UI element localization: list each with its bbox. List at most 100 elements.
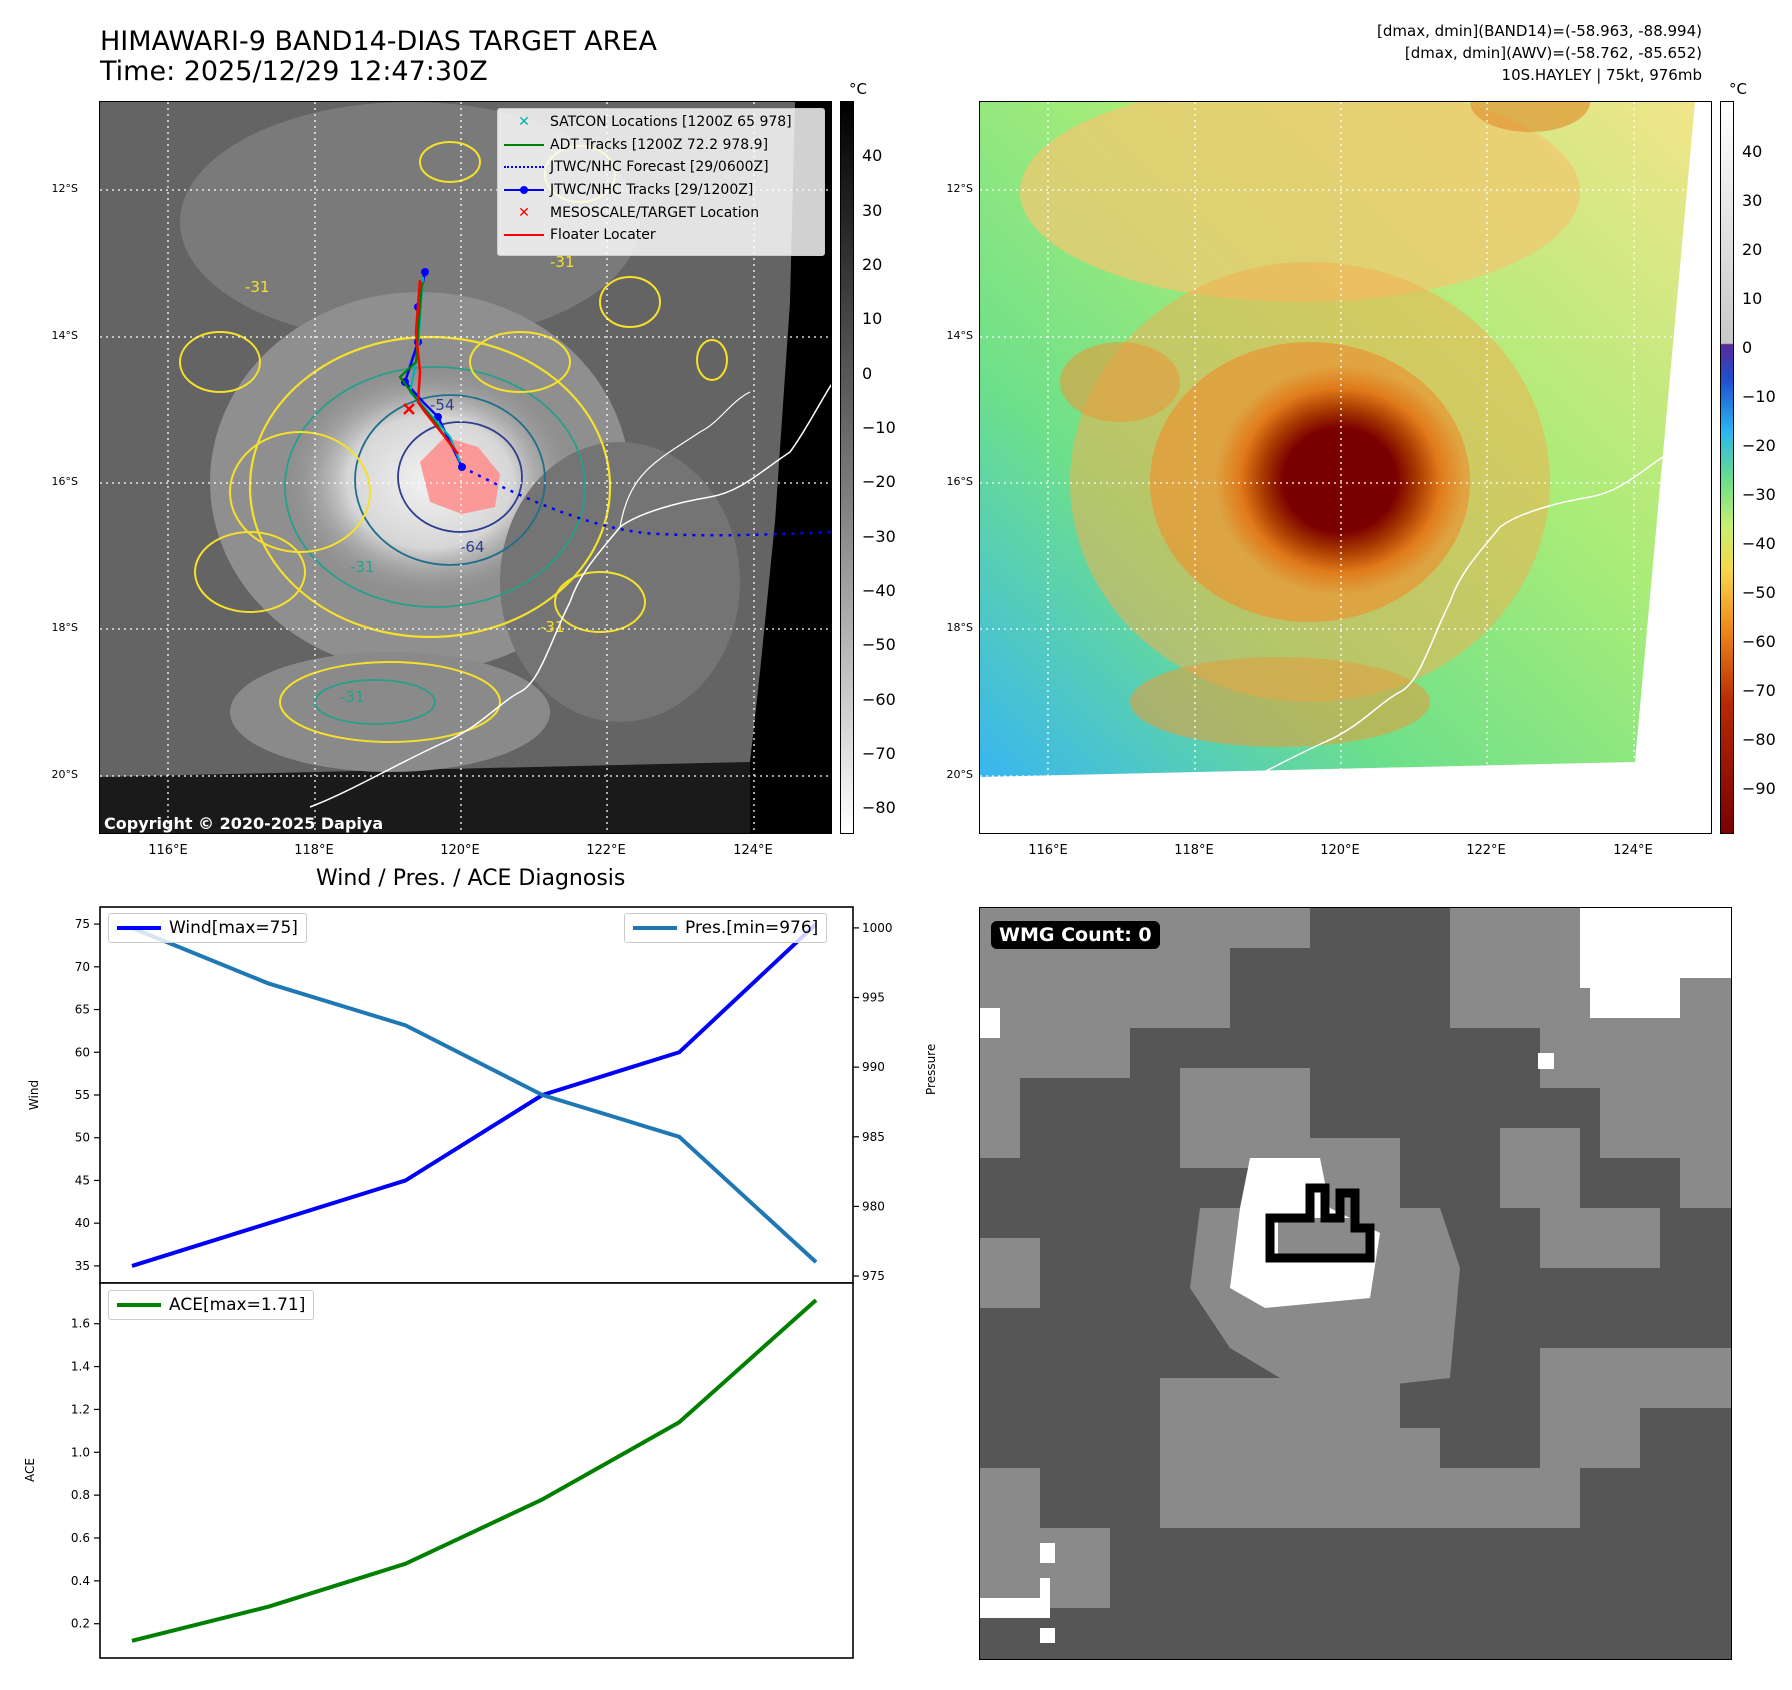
legend-item-floater: Floater Locater (504, 224, 818, 247)
wind-tick-label: 75 (75, 917, 90, 931)
ace-axis-label: ACE (23, 1458, 37, 1482)
color-ir-map-canvas (980, 102, 1711, 833)
contour-label: -31 (350, 558, 375, 576)
colorbar-tick: 0 (862, 364, 873, 383)
lon-label: 118°E (1174, 843, 1214, 858)
info-storm-summary: 10S.HAYLEY | 75kt, 976mb (1501, 66, 1702, 84)
legend-item-forecast: JTWC/NHC Forecast [29/0600Z] (504, 156, 818, 179)
pressure-axis-label-text: Pressure (924, 1043, 938, 1095)
colorbar-unit: °C (849, 80, 867, 98)
ace-tick-label: 0.6 (71, 1531, 90, 1545)
lat-label: 20°S (946, 768, 973, 781)
contour-label: -31 (245, 278, 270, 296)
pressure-series-line (131, 926, 818, 1264)
legend-item-jtwc: JTWC/NHC Tracks [29/1200Z] (504, 179, 818, 202)
colorbar-tick: −60 (862, 690, 896, 709)
map-legend: ✕ SATCON Locations [1200Z 65 978] ADT Tr… (497, 108, 825, 256)
colorbar-unit: °C (1729, 80, 1747, 98)
legend-item-adt: ADT Tracks [1200Z 72.2 978.9] (504, 134, 818, 157)
pressure-tick-label: 990 (862, 1060, 885, 1074)
lon-label: 116°E (148, 843, 188, 858)
legend-dotted-line-icon (504, 160, 544, 174)
colorbar-tick: −30 (862, 527, 896, 546)
colorbar-tick: 40 (862, 146, 883, 165)
wind-axis-label: Wind (27, 1080, 41, 1110)
contour-label: -54 (430, 396, 455, 414)
diagnosis-charts: 35 40 45 50 55 60 65 70 75 975 980 985 990 995 1000 0… (23, 906, 893, 1659)
pressure-tick-label: 1000 (862, 921, 893, 935)
legend-x-icon: ✕ (518, 114, 530, 131)
lon-label: 120°E (440, 843, 480, 858)
lon-label: 122°E (586, 843, 626, 858)
legend-line-dot-icon (504, 183, 544, 197)
ir-map-panel: -54 -64 -31 -31 -31 -31 -31 (99, 101, 832, 834)
contour-label: -31 (340, 688, 365, 706)
pressure-legend: Pres.[min=976] (624, 913, 828, 943)
ace-tick-label: 0.8 (71, 1488, 90, 1502)
colorbar-tick: −20 (1742, 436, 1776, 455)
colorbar-tick: 10 (1742, 289, 1763, 308)
legend-label: MESOSCALE/TARGET Location (550, 204, 760, 221)
legend-line-icon (117, 926, 161, 930)
colorbar-tick: −80 (862, 798, 896, 817)
lon-label: 122°E (1466, 843, 1506, 858)
map-gridlines (980, 102, 1711, 833)
figure-time: Time: 2025/12/29 12:47:30Z (100, 56, 488, 87)
ace-tick-label: 0.4 (71, 1574, 90, 1588)
ace-tick-label: 1.4 (71, 1360, 90, 1374)
wmg-count-badge: WMG Count: 0 (991, 921, 1160, 949)
colorbar-tick: −70 (862, 744, 896, 763)
target-location-marker (403, 403, 415, 415)
legend-line-icon (117, 1303, 161, 1307)
pressure-tick-label: 985 (862, 1130, 885, 1144)
wind-legend: Wind[max=75] (108, 913, 307, 943)
copyright-text: Copyright © 2020-2025 Dapiya (104, 814, 383, 833)
pressure-tick-label: 980 (862, 1199, 885, 1213)
lon-label: 116°E (1028, 843, 1068, 858)
lat-label: 12°S (946, 182, 973, 195)
wind-tick-label: 60 (75, 1045, 90, 1059)
contour-label: -31 (540, 618, 565, 636)
adt-track (398, 281, 453, 448)
legend-item-satcon: ✕ SATCON Locations [1200Z 65 978] (504, 111, 818, 134)
color-ir-map-panel (979, 101, 1712, 834)
colorbar-tick: 30 (1742, 191, 1763, 210)
diagnosis-title: Wind / Pres. / ACE Diagnosis (316, 866, 626, 891)
colorbar-gray (840, 101, 854, 834)
lon-label: 124°E (1613, 843, 1653, 858)
wind-tick-label: 70 (75, 960, 90, 974)
colorbar-tick: −20 (862, 472, 896, 491)
colorbar-color (1720, 101, 1734, 834)
lat-label: 12°S (51, 182, 78, 195)
wind-pressure-axes (99, 906, 854, 1284)
colorbar-tick: −60 (1742, 632, 1776, 651)
colorbar-tick: −10 (862, 418, 896, 437)
colorbar-tick: 20 (1742, 240, 1763, 259)
legend-label: ACE[max=1.71] (169, 1295, 306, 1315)
colorbar-tick: −90 (1742, 779, 1776, 798)
ace-series-line (131, 1298, 818, 1643)
ace-tick-label: 0.2 (71, 1617, 90, 1631)
colorbar-tick: −50 (1742, 583, 1776, 602)
colorbar-tick: 30 (862, 201, 883, 220)
legend-x-icon: ✕ (518, 204, 530, 221)
ace-axes (99, 1282, 854, 1659)
colorbar-tick: 20 (862, 255, 883, 274)
legend-label: JTWC/NHC Forecast [29/0600Z] (550, 159, 769, 176)
legend-label: JTWC/NHC Tracks [29/1200Z] (550, 182, 754, 199)
lat-label: 18°S (51, 621, 78, 634)
figure-title: HIMAWARI-9 BAND14-DIAS TARGET AREA (100, 26, 657, 57)
wind-tick-label: 35 (75, 1259, 90, 1273)
lon-label: 118°E (294, 843, 334, 858)
legend-label: Pres.[min=976] (685, 918, 819, 938)
legend-line-icon (633, 926, 677, 930)
ace-tick-label: 1.0 (71, 1445, 90, 1459)
colorbar-tick: −40 (1742, 534, 1776, 553)
wind-tick-label: 50 (75, 1131, 90, 1145)
wmg-panel: WMG Count: 0 (979, 907, 1732, 1660)
ace-tick-label: 1.2 (71, 1402, 90, 1416)
lat-label: 20°S (51, 768, 78, 781)
colorbar-tick: −40 (862, 581, 896, 600)
legend-label: Wind[max=75] (169, 918, 298, 938)
colorbar-tick: 40 (1742, 142, 1763, 161)
